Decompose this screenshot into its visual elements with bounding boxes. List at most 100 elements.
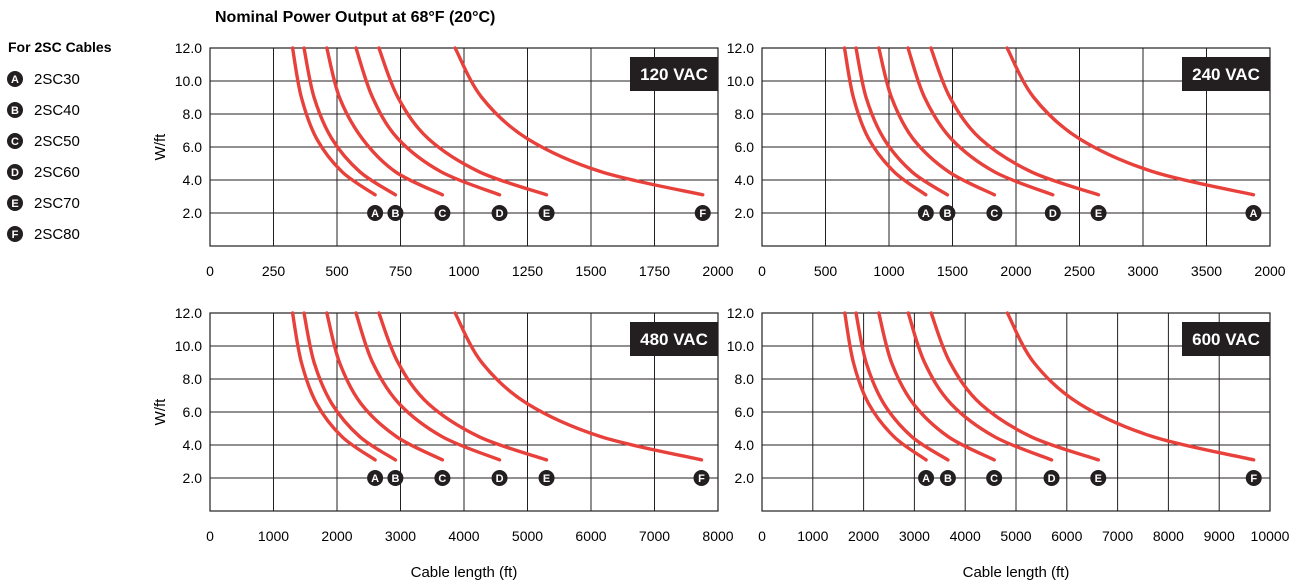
x-tick-label: 0 [758,263,766,279]
series-line [1005,311,1256,462]
voltage-badge [630,322,718,356]
series-line [377,46,549,197]
series-end-marker-dot [918,470,935,486]
series-end-marker-dot [387,470,404,486]
x-tick-label: 1000 [797,528,828,544]
series-end-marker-letter: B [944,473,952,485]
series-end-marker: D [491,470,508,486]
plot-frame [761,312,1271,512]
series-end-marker: C [986,470,1003,486]
legend-item: D 2SC60 [7,164,80,181]
series-end-marker: D [1044,205,1061,221]
y-tick-label: 10.0 [727,73,754,89]
x-tick-label: 3500 [1191,263,1222,279]
series-line [842,46,928,197]
y-tick-label: 4.0 [183,172,203,188]
series-end-marker-letter: A [922,208,930,220]
plot-frame [209,47,719,247]
x-tick-label: 3000 [899,528,930,544]
x-tick-label: 3000 [385,528,416,544]
legend-marker-icon-letter: A [11,74,19,86]
series-line [290,46,377,197]
series-end-marker-dot [538,205,555,221]
y-tick-label: 12.0 [727,305,754,321]
series-line [354,46,502,197]
legend-marker-icon: D [7,164,23,180]
chart-panel: 0 1000 2000 3000 4000 5000 6000 7000 8000 2.0 4.0 6… [152,305,734,581]
y-tick-label: 12.0 [727,40,754,56]
series-end-marker-dot [1044,205,1061,221]
series-line [854,311,950,462]
series-end-marker-letter: C [990,208,998,220]
x-tick-label: 5000 [1000,528,1031,544]
y-tick-label: 2.0 [183,470,203,486]
x-tick-label: 1000 [448,263,479,279]
series-line [453,46,705,197]
legend-marker-icon-dot [7,102,23,118]
y-tick-label: 12.0 [175,305,202,321]
series-end-marker-dot [939,205,956,221]
series-line [290,311,377,462]
legend-label: 2SC30 [34,71,80,88]
series-end-marker: A [918,470,935,486]
legend-item: E 2SC70 [7,195,80,212]
x-tick-label: 0 [758,528,766,544]
series-line [877,46,997,197]
series-end-marker-letter: B [391,208,399,220]
x-tick-label: 750 [389,263,413,279]
legend-marker-icon: E [7,195,23,211]
legend-marker-icon-letter: D [11,167,19,179]
series-end-marker-dot [434,205,451,221]
series-line [325,46,445,197]
series-line [854,46,950,197]
legend-label: 2SC70 [34,195,80,212]
chart-panels: 0 250 500 750 1000 1250 1500 1750 2000 2.0 4.0 6.0 8… [152,40,1290,581]
x-tick-label: 2000 [321,528,352,544]
x-axis-label: Cable length (ft) [963,564,1070,581]
x-axis-label: Cable length (ft) [411,564,518,581]
series-line [1005,46,1256,197]
x-tick-label: 0 [206,263,214,279]
x-tick-label: 3000 [1127,263,1158,279]
legend-marker-icon-letter: B [11,105,19,117]
y-tick-label: 2.0 [735,470,755,486]
series-end-marker: E [538,470,555,486]
x-tick-label: 5000 [512,528,543,544]
series-end-marker-letter: A [1250,208,1258,220]
y-tick-label: 6.0 [735,139,755,155]
legend-marker-icon-letter: C [11,136,19,148]
series-end-marker-dot [538,470,555,486]
x-tick-label: 2000 [848,528,879,544]
series-end-marker-letter: E [1095,473,1102,485]
legend-marker-icon-dot [7,164,23,180]
x-tick-label: 250 [262,263,286,279]
x-tick-label: 500 [814,263,838,279]
y-tick-label: 4.0 [183,437,203,453]
chart-panel: 0 500 1000 1500 2000 2500 3000 3500 2000 2.0 4.0 6.… [727,40,1286,279]
series-line [453,311,704,462]
x-tick-label: 8000 [702,528,733,544]
series-end-marker: B [939,205,956,221]
legend-marker-icon-letter: E [11,198,18,210]
y-tick-label: 2.0 [183,205,203,221]
series-end-marker-dot [367,205,384,221]
series-end-marker-dot [1043,470,1060,486]
x-tick-label: 10000 [1251,528,1290,544]
series-end-marker: A [917,205,934,221]
plot-frame [761,47,1271,247]
series-end-marker: B [387,470,404,486]
series-end-marker-letter: F [699,208,706,220]
y-tick-label: 10.0 [175,338,202,354]
x-tick-label: 2000 [702,263,733,279]
voltage-badge-label: 600 VAC [1192,330,1260,349]
y-tick-label: 4.0 [735,437,755,453]
chart-panel: 0 1000 2000 3000 4000 5000 6000 7000 8000 9000 100… [727,305,1290,581]
series-end-marker-dot [1090,470,1107,486]
legend-marker-icon-dot [7,195,23,211]
series-end-marker-dot [1090,205,1107,221]
series-end-marker: B [939,470,956,486]
series-end-marker-letter: E [1095,208,1102,220]
y-axis-label: W/ft [152,398,169,425]
x-tick-label: 7000 [1102,528,1133,544]
series-end-marker: A [367,470,384,486]
